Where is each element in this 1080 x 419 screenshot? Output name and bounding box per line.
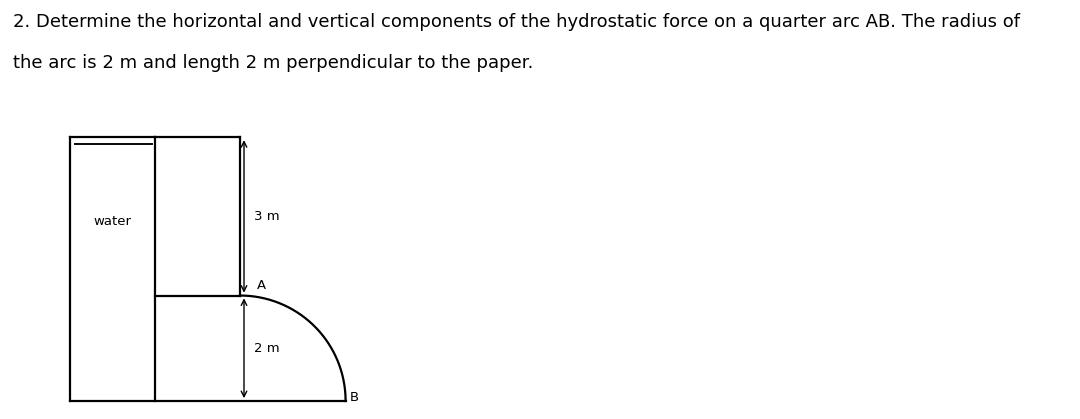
Text: 3 m: 3 m	[254, 210, 280, 223]
Text: 2 m: 2 m	[254, 342, 280, 355]
Text: A: A	[257, 279, 266, 292]
Text: water: water	[94, 215, 132, 228]
Text: 2. Determine the horizontal and vertical components of the hydrostatic force on : 2. Determine the horizontal and vertical…	[13, 13, 1020, 31]
Text: the arc is 2 m and length 2 m perpendicular to the paper.: the arc is 2 m and length 2 m perpendicu…	[13, 54, 534, 72]
Text: B: B	[350, 391, 359, 403]
